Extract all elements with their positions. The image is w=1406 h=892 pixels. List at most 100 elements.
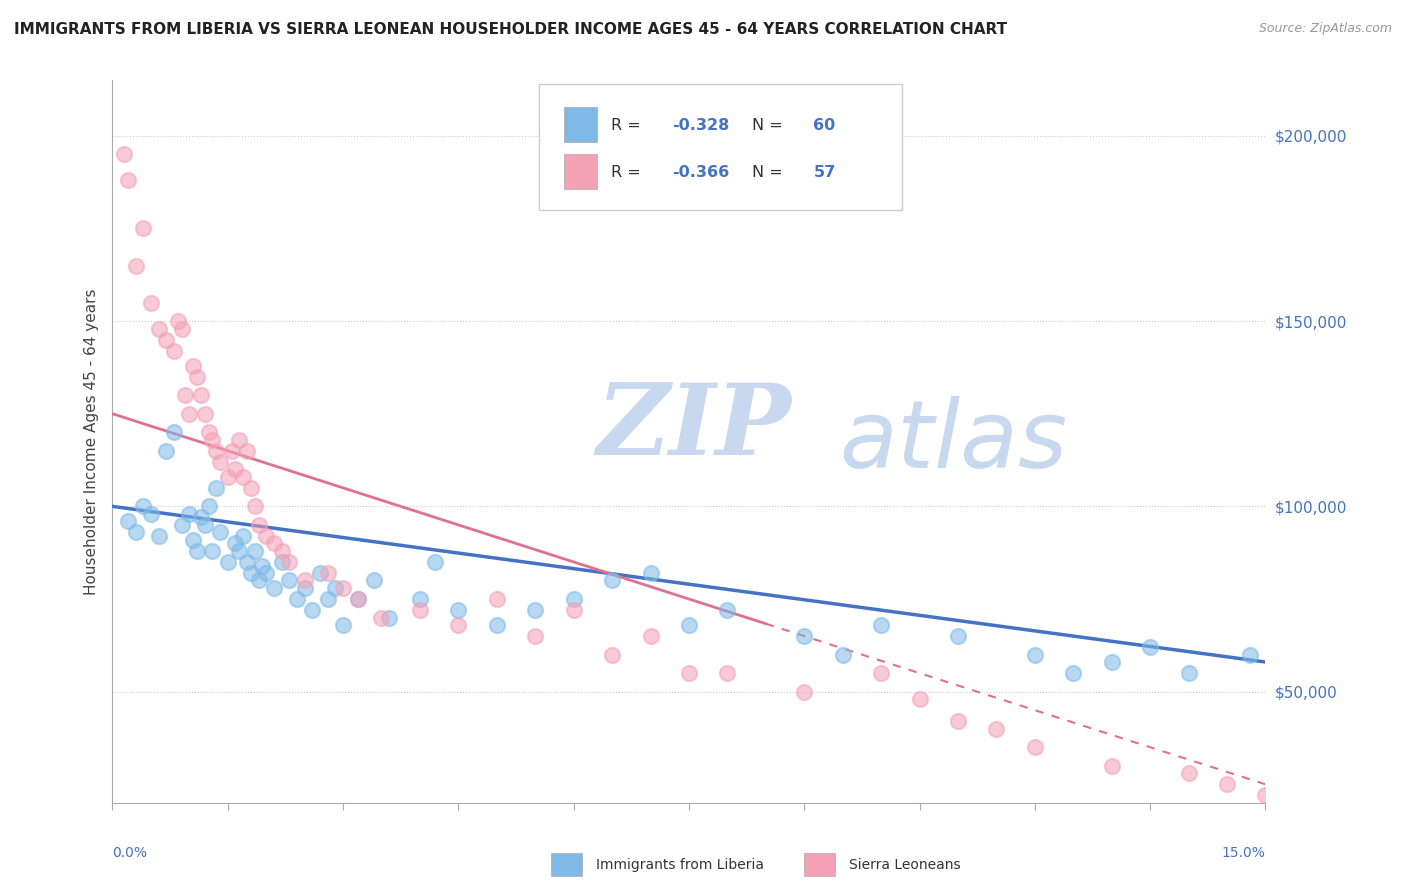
Point: [124, 525, 146, 540]
Point: [201, 433, 224, 447]
Point: [316, 566, 339, 580]
Text: Sierra Leoneans: Sierra Leoneans: [849, 858, 960, 872]
Point: [716, 603, 738, 617]
Text: ZIP: ZIP: [596, 379, 792, 475]
Point: [174, 388, 197, 402]
Point: [217, 555, 239, 569]
Point: [243, 544, 266, 558]
FancyBboxPatch shape: [551, 854, 582, 877]
Point: [247, 517, 270, 532]
Text: 57: 57: [814, 165, 835, 180]
Point: [166, 314, 188, 328]
Point: [309, 566, 332, 580]
Point: [190, 510, 212, 524]
Point: [363, 574, 385, 588]
Point: [946, 629, 969, 643]
Point: [221, 443, 243, 458]
Point: [1139, 640, 1161, 655]
Point: [716, 666, 738, 681]
FancyBboxPatch shape: [564, 107, 596, 142]
Point: [163, 425, 186, 440]
Point: [870, 618, 893, 632]
Point: [243, 500, 266, 514]
Point: [232, 469, 254, 483]
Text: Source: ZipAtlas.com: Source: ZipAtlas.com: [1258, 22, 1392, 36]
Point: [347, 592, 370, 607]
Point: [1101, 758, 1123, 772]
Point: [870, 666, 893, 681]
Text: -0.366: -0.366: [672, 165, 728, 180]
Text: R =: R =: [610, 165, 645, 180]
Point: [600, 648, 623, 662]
Point: [209, 455, 232, 469]
FancyBboxPatch shape: [564, 154, 596, 189]
Point: [139, 507, 162, 521]
Point: [1101, 655, 1123, 669]
Point: [139, 295, 162, 310]
Text: atlas: atlas: [839, 396, 1067, 487]
Point: [148, 321, 170, 335]
Text: 60: 60: [814, 119, 835, 133]
Point: [236, 443, 259, 458]
Point: [294, 574, 316, 588]
Point: [325, 581, 347, 595]
Text: 0.0%: 0.0%: [112, 847, 148, 860]
Point: [197, 425, 219, 440]
Y-axis label: Householder Income Ages 45 - 64 years: Householder Income Ages 45 - 64 years: [83, 288, 98, 595]
Point: [793, 684, 815, 698]
Point: [425, 555, 447, 569]
Point: [316, 592, 339, 607]
Point: [117, 514, 139, 528]
Point: [132, 500, 155, 514]
Point: [247, 574, 270, 588]
Point: [163, 343, 186, 358]
Point: [1177, 666, 1199, 681]
Point: [447, 603, 470, 617]
Point: [263, 581, 285, 595]
Point: [194, 407, 217, 421]
Point: [270, 555, 292, 569]
FancyBboxPatch shape: [804, 854, 835, 877]
Point: [170, 321, 193, 335]
Point: [332, 581, 354, 595]
Point: [986, 722, 1008, 736]
Point: [485, 592, 508, 607]
Point: [239, 566, 262, 580]
Point: [239, 481, 262, 495]
Point: [831, 648, 853, 662]
Point: [301, 603, 323, 617]
Point: [278, 574, 301, 588]
Point: [793, 629, 815, 643]
Point: [946, 714, 969, 729]
Text: 15.0%: 15.0%: [1222, 847, 1265, 860]
Point: [252, 558, 274, 573]
Point: [217, 469, 239, 483]
Point: [236, 555, 259, 569]
Point: [179, 507, 201, 521]
Point: [132, 221, 155, 235]
Point: [155, 333, 177, 347]
Point: [197, 500, 219, 514]
Point: [524, 603, 547, 617]
Point: [112, 147, 135, 161]
Point: [447, 618, 470, 632]
Point: [270, 544, 292, 558]
Point: [263, 536, 285, 550]
Text: Immigrants from Liberia: Immigrants from Liberia: [596, 858, 763, 872]
Point: [378, 610, 401, 624]
Text: N =: N =: [752, 119, 789, 133]
Point: [294, 581, 316, 595]
Point: [232, 529, 254, 543]
Point: [155, 443, 177, 458]
Point: [254, 529, 277, 543]
Point: [409, 603, 432, 617]
Point: [1177, 766, 1199, 780]
Point: [148, 529, 170, 543]
Point: [190, 388, 212, 402]
Point: [562, 592, 585, 607]
Text: N =: N =: [752, 165, 789, 180]
Point: [209, 525, 232, 540]
Point: [347, 592, 370, 607]
Point: [640, 629, 662, 643]
Point: [562, 603, 585, 617]
